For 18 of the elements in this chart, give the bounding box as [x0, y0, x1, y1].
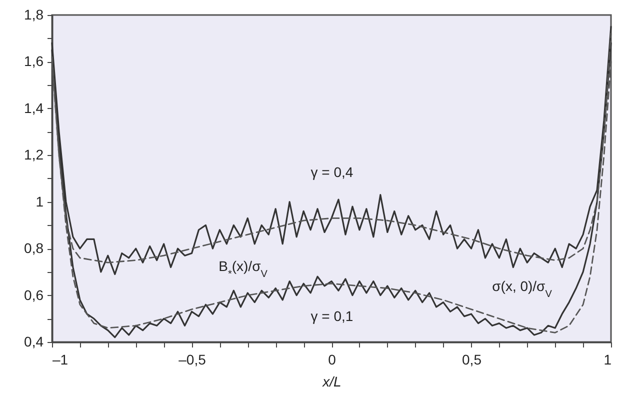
y-tick-label: 1,4 — [24, 100, 44, 116]
x-tick-label: –1 — [52, 352, 68, 368]
annotation: σ(x, 0)/σ$_{V}$ — [492, 278, 552, 300]
x-tick-label: 0 — [328, 352, 336, 368]
annotation: γ = 0,1 — [310, 308, 354, 324]
annotation: γ = 0,4 — [310, 164, 354, 180]
y-tick-label: 0,8 — [24, 240, 44, 256]
x-axis-title: x/L — [322, 374, 342, 390]
x-tick-label: 1 — [604, 352, 612, 368]
y-tick-label: 1,6 — [24, 53, 44, 70]
x-tick-label: 0,5 — [462, 352, 482, 368]
y-tick-label: 1,8 — [24, 6, 44, 22]
x-tick-label: –0,5 — [178, 352, 206, 368]
y-tick-label: 0,6 — [24, 286, 44, 303]
annotation: B$_{*}$(x)/σ$_{V}$ — [218, 258, 268, 280]
y-tick-label: 0,4 — [24, 334, 44, 350]
y-tick-label: 1 — [36, 193, 44, 210]
y-tick-label: 1,2 — [24, 146, 44, 163]
